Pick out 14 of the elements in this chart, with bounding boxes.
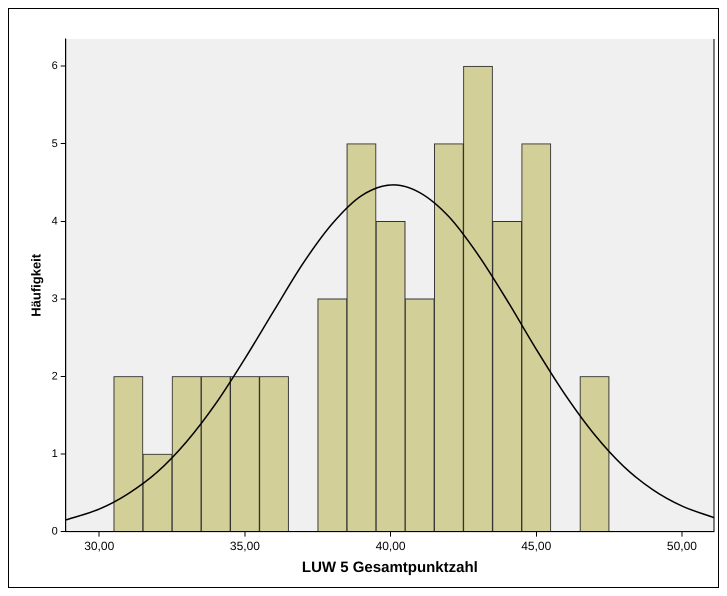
x-tick-label: 30,00 [84,539,115,554]
y-axis-title: Häufigkeit [28,253,44,317]
x-tick-label: 45,00 [521,539,552,554]
y-tick-label: 6 [52,60,58,72]
x-tick-label: 35,00 [230,539,260,554]
x-tick-label: 40,00 [376,539,406,554]
y-tick-label: 1 [52,448,58,460]
y-tick-label: 3 [52,292,58,305]
x-tick-label: 50,00 [666,539,698,554]
x-axis-title: LUW 5 Gesamtpunktzahl [302,559,478,576]
y-tick-label: 5 [52,138,58,150]
y-tick-label: 2 [52,370,58,382]
y-tick-label: 4 [52,215,58,228]
y-tick-label: 0 [52,526,58,538]
